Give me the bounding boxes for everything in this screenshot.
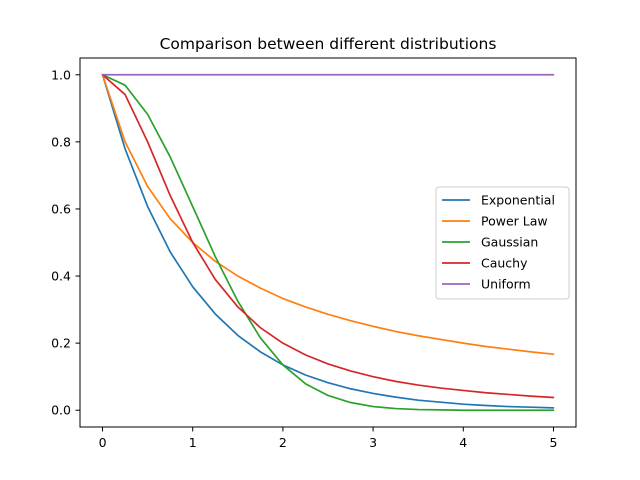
legend-box	[435, 186, 570, 300]
legend: Exponential Power Law Gaussian Cauchy Unifor…	[435, 186, 570, 300]
series-layer	[101, 73, 555, 412]
series-line-gaussian	[101, 73, 555, 412]
x-tick-label: 2	[279, 435, 287, 450]
legend-label: Power Law	[481, 214, 548, 229]
y-tick-label: 0.2	[51, 336, 71, 351]
plot-area	[79, 57, 577, 428]
legend-label: Exponential	[481, 193, 555, 208]
legend-label: Cauchy	[481, 256, 528, 271]
x-tick-label: 0	[99, 435, 107, 450]
x-tick-label: 5	[549, 435, 557, 450]
legend-label: Gaussian	[481, 235, 538, 250]
series-line-exponential	[101, 73, 555, 409]
y-axis: 0.0 0.2 0.4 0.6 0.8 1.0	[51, 67, 80, 418]
series-line-power-law	[101, 73, 555, 356]
series-line-cauchy	[101, 73, 555, 399]
x-axis: 0 1 2 3 4 5	[99, 427, 557, 450]
axes-frame	[79, 57, 577, 428]
y-tick-label: 0.8	[51, 134, 71, 149]
y-tick-label: 0.4	[51, 269, 71, 284]
y-tick-label: 0.0	[51, 403, 71, 418]
x-tick-label: 1	[189, 435, 197, 450]
legend-label: Uniform	[481, 277, 531, 292]
x-tick-label: 3	[369, 435, 377, 450]
chart-title: Comparison between different distributio…	[160, 35, 497, 53]
x-tick-label: 4	[459, 435, 467, 450]
y-tick-label: 1.0	[51, 67, 71, 82]
y-tick-label: 0.6	[51, 201, 71, 216]
